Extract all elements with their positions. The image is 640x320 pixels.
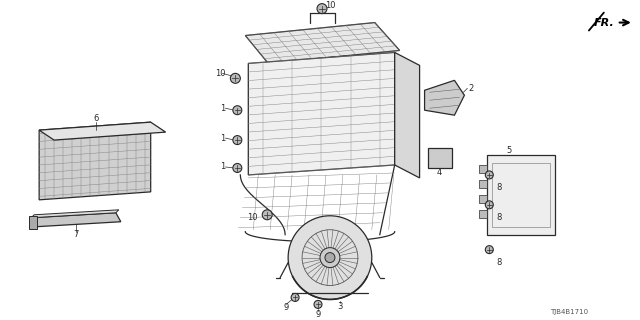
- Text: 10: 10: [247, 213, 257, 222]
- Text: 8: 8: [497, 183, 502, 192]
- Circle shape: [485, 171, 493, 179]
- Polygon shape: [248, 52, 395, 175]
- Text: 1: 1: [220, 133, 225, 143]
- Circle shape: [314, 300, 322, 308]
- Bar: [492, 163, 550, 227]
- Polygon shape: [395, 52, 420, 178]
- Circle shape: [485, 246, 493, 254]
- Bar: [428, 148, 452, 168]
- Polygon shape: [245, 23, 399, 63]
- Polygon shape: [39, 122, 150, 200]
- Circle shape: [230, 73, 241, 83]
- Circle shape: [288, 216, 372, 300]
- Text: 10: 10: [215, 69, 226, 78]
- Text: 9: 9: [316, 310, 321, 319]
- Circle shape: [320, 248, 340, 268]
- Text: 1: 1: [220, 163, 225, 172]
- Bar: [479, 195, 487, 203]
- Text: 7: 7: [74, 230, 79, 239]
- Circle shape: [325, 252, 335, 263]
- Circle shape: [485, 201, 493, 209]
- Bar: [479, 180, 487, 188]
- Text: FR.: FR.: [594, 18, 614, 28]
- Polygon shape: [31, 210, 119, 218]
- Text: 9: 9: [284, 303, 289, 312]
- Circle shape: [291, 293, 299, 301]
- Circle shape: [233, 164, 242, 172]
- Text: 10: 10: [324, 1, 335, 10]
- Bar: [479, 210, 487, 218]
- Bar: [29, 216, 37, 229]
- Circle shape: [262, 210, 272, 220]
- Text: 6: 6: [93, 114, 99, 123]
- Text: 1: 1: [220, 104, 225, 113]
- Text: 8: 8: [497, 258, 502, 267]
- Text: 2: 2: [468, 84, 474, 93]
- Text: 3: 3: [337, 302, 342, 311]
- Polygon shape: [31, 213, 121, 227]
- Bar: [479, 165, 487, 173]
- Polygon shape: [424, 80, 465, 115]
- Text: 8: 8: [497, 213, 502, 222]
- Text: TJB4B1710: TJB4B1710: [550, 309, 588, 316]
- Text: 5: 5: [507, 146, 512, 155]
- Circle shape: [233, 136, 242, 145]
- Text: 4: 4: [437, 168, 442, 178]
- Polygon shape: [39, 122, 166, 140]
- Circle shape: [233, 106, 242, 115]
- Circle shape: [317, 4, 327, 13]
- Bar: [487, 155, 555, 235]
